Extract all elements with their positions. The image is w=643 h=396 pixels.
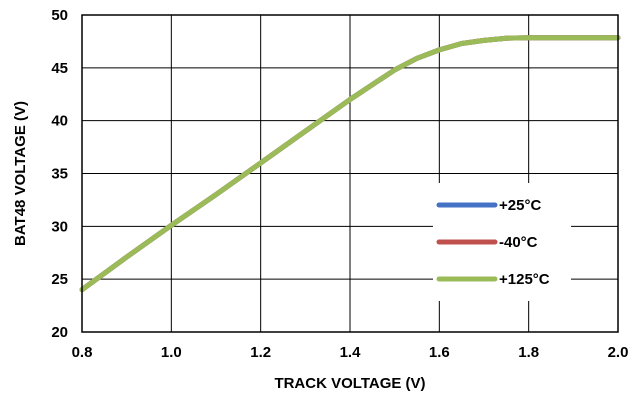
legend-label-2: +125°C: [499, 271, 550, 288]
series-lines: [79, 35, 621, 293]
x-axis-title: TRACK VOLTAGE (V): [274, 375, 425, 392]
legend: +25°C -40°C +125°C: [433, 183, 571, 301]
y-tick-label: 45: [51, 60, 68, 77]
y-axis-title: BAT48 VOLTAGE (V): [12, 101, 29, 246]
tick-labels: 0.8 1.0 1.2 1.4 1.6 1.8 2.0 20 25 30 35 40 45 50: [51, 7, 628, 361]
y-tick-label: 30: [51, 218, 68, 235]
x-tick-label: 0.8: [72, 344, 93, 361]
x-tick-label: 1.6: [429, 344, 450, 361]
series-line-2: [79, 35, 621, 293]
x-tick-label: 1.2: [250, 344, 271, 361]
x-tick-label: 1.0: [161, 344, 182, 361]
y-tick-label: 25: [51, 271, 68, 288]
plot-frame: [81, 14, 619, 333]
legend-label-1: -40°C: [499, 234, 538, 251]
x-tick-label: 2.0: [608, 344, 629, 361]
x-tick-label: 1.4: [340, 344, 362, 361]
legend-label-0: +25°C: [499, 197, 541, 214]
y-tick-label: 40: [51, 113, 68, 130]
x-tick-label: 1.8: [518, 344, 539, 361]
y-tick-label: 50: [51, 7, 68, 24]
y-tick-label: 35: [51, 166, 68, 183]
y-tick-label: 20: [51, 324, 68, 341]
